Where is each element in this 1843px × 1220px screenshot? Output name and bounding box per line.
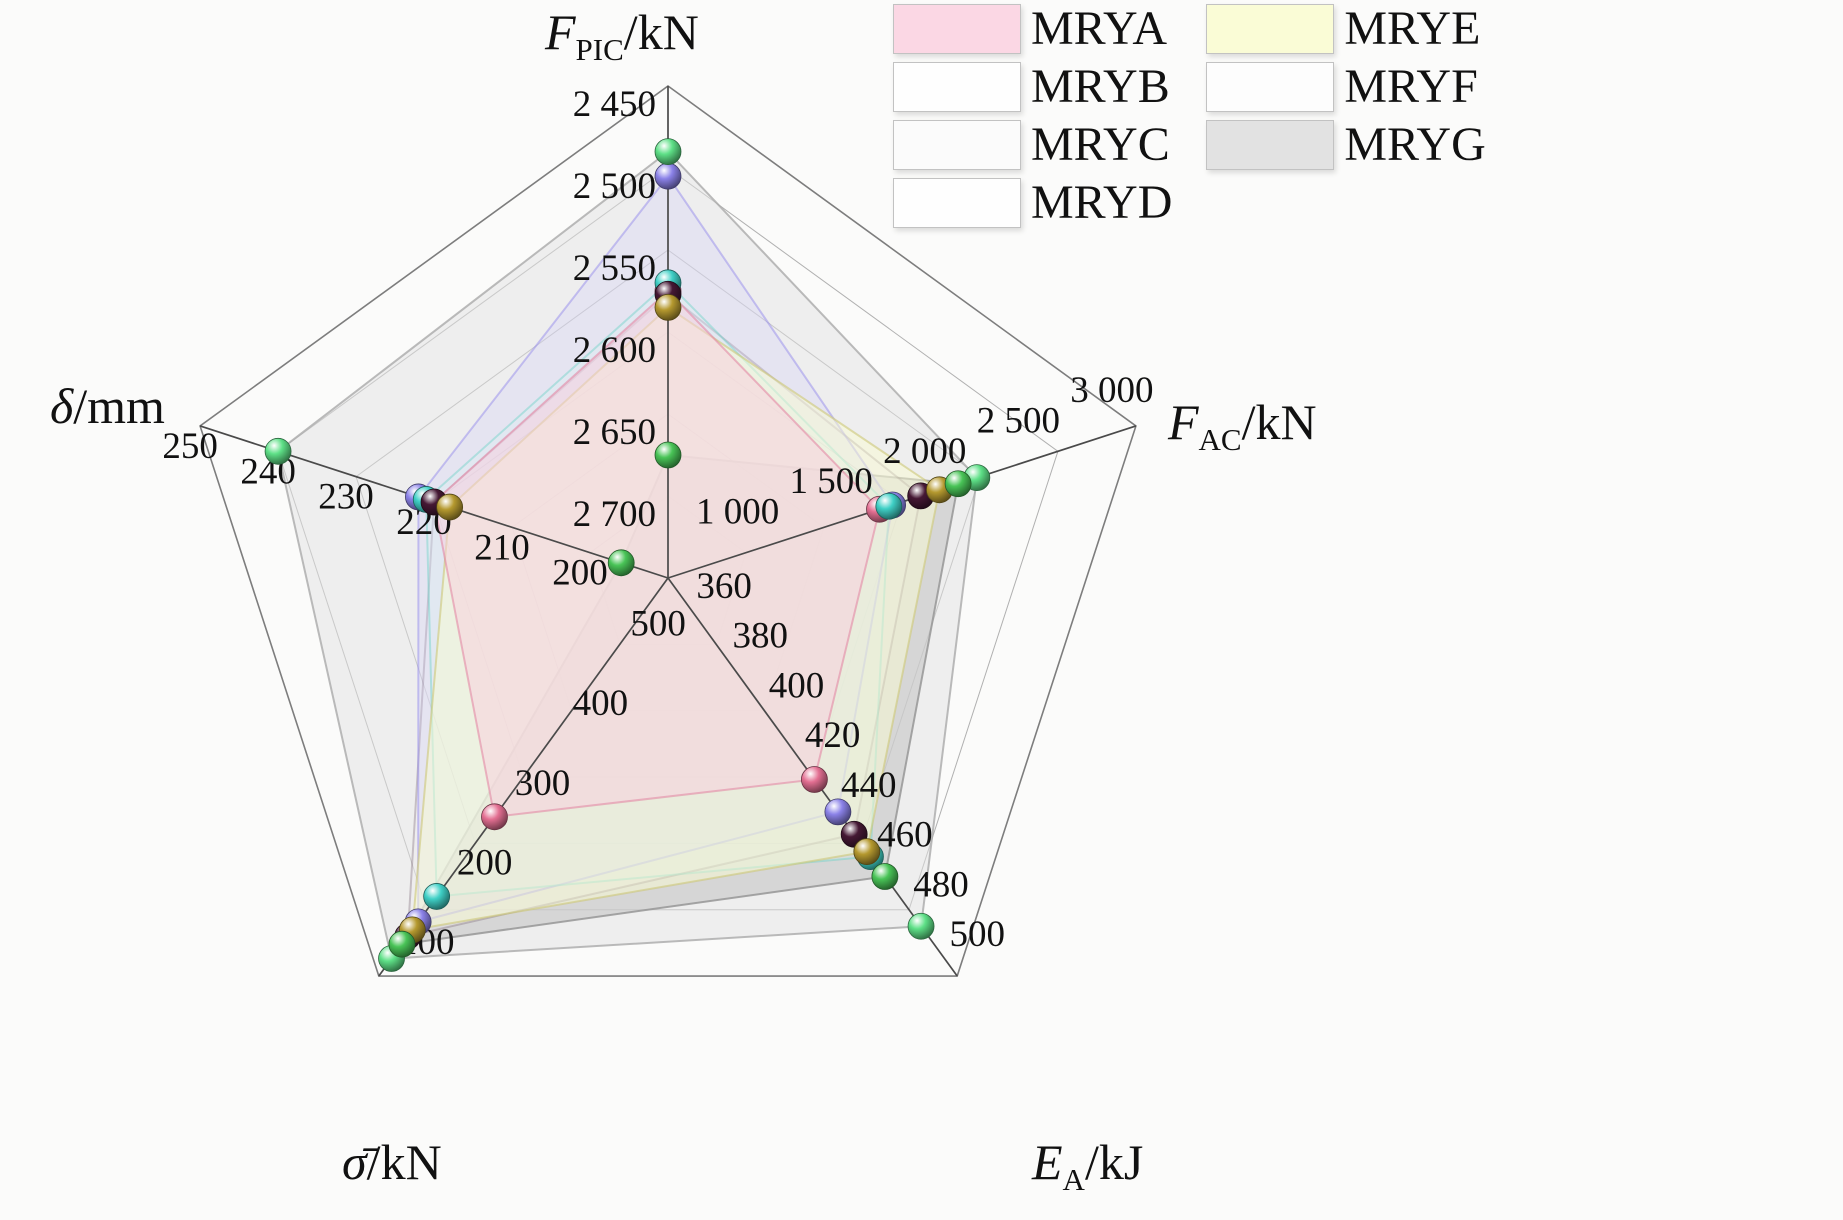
legend-swatch bbox=[1206, 4, 1335, 54]
legend-label: MRYA bbox=[1031, 2, 1168, 55]
tick-label-F_PIC: 2 600 bbox=[573, 330, 656, 371]
tick-label-DEL: 210 bbox=[474, 527, 530, 568]
tick-label-SIG: 400 bbox=[573, 683, 629, 724]
marker-MRYG-SIG bbox=[388, 930, 416, 958]
tick-label-SIG: 500 bbox=[630, 604, 686, 645]
tick-label-DEL: 250 bbox=[162, 426, 218, 467]
axis-title-symbol: δ bbox=[50, 378, 74, 434]
marker-MRYA-E_A bbox=[801, 766, 828, 793]
legend-swatch bbox=[1206, 62, 1335, 112]
axis-title-delta: δ/mm bbox=[50, 380, 165, 441]
legend-label: MRYF bbox=[1344, 60, 1478, 113]
tick-label-E_A: 360 bbox=[696, 566, 752, 607]
marker-MRYC-SIG bbox=[423, 883, 451, 910]
legend-item: MRYG bbox=[1206, 118, 1486, 171]
marker-MRYF-E_A bbox=[907, 912, 935, 940]
tick-label-E_A: 460 bbox=[877, 815, 933, 856]
tick-label-SIG: 200 bbox=[457, 842, 513, 883]
marker-MRYA-SIG bbox=[481, 803, 508, 831]
axis-title-unit: /kJ bbox=[1084, 1134, 1144, 1190]
tick-label-F_AC: 2 500 bbox=[977, 400, 1060, 441]
tick-label-F_AC: 1 000 bbox=[696, 492, 779, 533]
tick-label-E_A: 420 bbox=[805, 715, 861, 756]
axis-title-subscript: PIC bbox=[575, 32, 624, 67]
axis-title-unit: /mm bbox=[73, 378, 165, 434]
tick-label-F_AC: 3 000 bbox=[1070, 370, 1153, 411]
marker-MRYG-F_PIC bbox=[654, 441, 682, 469]
legend-column-2: MRYE MRYF MRYG bbox=[1206, 4, 1486, 228]
legend-label: MRYD bbox=[1031, 176, 1173, 229]
legend-swatch bbox=[893, 120, 1021, 170]
legend-swatch bbox=[1206, 120, 1335, 170]
tick-label-F_PIC: 2 650 bbox=[573, 412, 656, 453]
tick-label-F_PIC: 2 550 bbox=[573, 248, 656, 289]
axis-title-symbol: F bbox=[1168, 394, 1199, 450]
series-polygon-MRYA bbox=[432, 289, 881, 818]
marker-MRYE-F_PIC bbox=[654, 293, 682, 321]
axis-title-symbol: E bbox=[1032, 1134, 1063, 1190]
legend-swatch bbox=[893, 62, 1021, 112]
axis-title-subscript: A bbox=[1062, 1162, 1085, 1197]
legend-label: MRYB bbox=[1031, 60, 1170, 113]
tick-label-DEL: 200 bbox=[552, 553, 608, 594]
axis-title-ea: EA/kJ bbox=[1032, 1136, 1143, 1197]
legend-item: MRYC bbox=[893, 120, 1172, 170]
axis-title-unit: /kN bbox=[366, 1134, 442, 1190]
axis-title-symbol: F bbox=[545, 4, 576, 60]
marker-MRYG-F_AC bbox=[944, 470, 972, 498]
axis-title-fpic: FPIC/kN bbox=[545, 6, 699, 67]
tick-label-E_A: 400 bbox=[769, 665, 825, 706]
legend: MRYA MRYB MRYC MRYD MRYE MRYF bbox=[893, 4, 1486, 228]
tick-label-E_A: 500 bbox=[949, 914, 1005, 955]
marker-MRYE-E_A bbox=[853, 838, 881, 866]
tick-label-DEL: 230 bbox=[318, 477, 374, 518]
marker-MRYF-F_PIC bbox=[654, 138, 682, 166]
marker-MRYG-DEL bbox=[607, 549, 635, 577]
radar-outer-ring bbox=[199, 85, 1137, 977]
axis-title-unit: /kN bbox=[623, 4, 699, 60]
axis-title-unit: /kN bbox=[1241, 394, 1317, 450]
marker-MRYF-DEL bbox=[264, 437, 292, 465]
legend-label: MRYC bbox=[1031, 118, 1170, 171]
marker-MRYC-F_AC bbox=[875, 492, 903, 520]
legend-column-1: MRYA MRYB MRYC MRYD bbox=[893, 4, 1172, 228]
legend-swatch bbox=[893, 178, 1021, 228]
legend-label: MRYE bbox=[1344, 2, 1481, 55]
tick-label-F_PIC: 2 700 bbox=[573, 494, 656, 535]
tick-label-F_PIC: 2 450 bbox=[573, 84, 656, 125]
tick-label-E_A: 480 bbox=[913, 864, 969, 905]
legend-item: MRYB bbox=[893, 62, 1172, 112]
tick-label-F_AC: 2 000 bbox=[883, 431, 966, 472]
legend-item: MRYA bbox=[893, 4, 1172, 54]
axis-title-subscript: AC bbox=[1198, 422, 1242, 457]
legend-item: MRYE bbox=[1206, 4, 1485, 54]
axis-title-sigma: σ̄/kN bbox=[342, 1136, 442, 1197]
tick-label-E_A: 380 bbox=[733, 616, 789, 657]
axis-title-symbol: σ̄ bbox=[342, 1134, 367, 1190]
marker-MRYB-F_PIC bbox=[654, 162, 682, 190]
legend-item: MRYF bbox=[1206, 62, 1485, 112]
legend-item: MRYD bbox=[893, 178, 1172, 228]
tick-label-F_AC: 1 500 bbox=[790, 461, 873, 502]
axis-line-SIG bbox=[378, 577, 669, 977]
marker-MRYB-E_A bbox=[824, 798, 852, 826]
tick-label-E_A: 440 bbox=[841, 765, 897, 806]
marker-MRYG-E_A bbox=[871, 863, 899, 890]
marker-MRYE-DEL bbox=[436, 493, 464, 521]
legend-swatch bbox=[893, 4, 1021, 54]
tick-label-F_PIC: 2 500 bbox=[573, 166, 656, 207]
axis-title-fac: FAC/kN bbox=[1168, 396, 1317, 457]
legend-label: MRYG bbox=[1344, 118, 1486, 171]
tick-label-SIG: 300 bbox=[515, 763, 571, 804]
